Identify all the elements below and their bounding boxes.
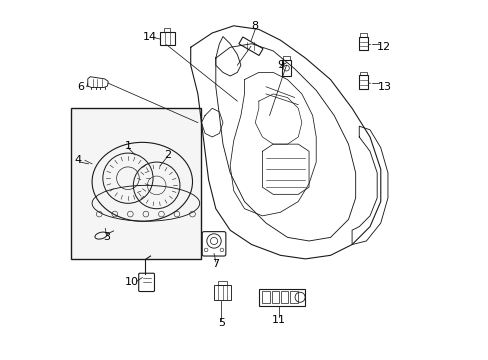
- Text: 11: 11: [271, 315, 285, 325]
- Text: 7: 7: [212, 259, 219, 269]
- Bar: [358, 75, 367, 89]
- Text: 3: 3: [103, 232, 110, 242]
- Text: 6: 6: [77, 82, 83, 92]
- Bar: [290, 291, 297, 303]
- Text: 13: 13: [377, 82, 390, 92]
- Bar: [282, 55, 289, 60]
- Text: 2: 2: [163, 150, 171, 160]
- Bar: [163, 28, 169, 32]
- Text: 14: 14: [142, 32, 156, 41]
- Text: 1: 1: [124, 141, 131, 151]
- Bar: [281, 291, 287, 303]
- Bar: [258, 289, 305, 306]
- Bar: [262, 291, 269, 303]
- Bar: [359, 72, 366, 75]
- Bar: [271, 291, 278, 303]
- Bar: [160, 32, 175, 45]
- Bar: [358, 37, 367, 50]
- Text: 5: 5: [217, 319, 224, 328]
- Bar: [214, 285, 231, 300]
- Bar: [217, 281, 226, 285]
- Text: 4: 4: [74, 155, 81, 165]
- Text: 9: 9: [276, 60, 284, 70]
- Text: 12: 12: [377, 42, 390, 52]
- Text: 10: 10: [124, 277, 138, 287]
- Text: 8: 8: [251, 21, 258, 31]
- Bar: [359, 33, 366, 37]
- Bar: [70, 108, 201, 259]
- Bar: [239, 37, 263, 55]
- Bar: [282, 60, 290, 76]
